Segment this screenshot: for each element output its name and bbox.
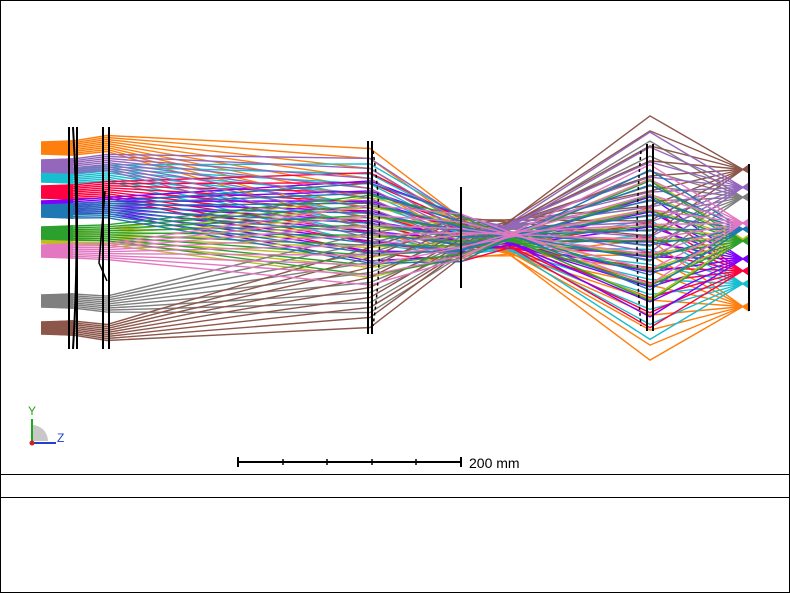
ray-bundle-wedge (41, 293, 73, 309)
x-axis-origin (29, 440, 35, 446)
ray-bundle-wedge (41, 158, 73, 174)
lens-2-profile (98, 190, 108, 282)
status-strip (1, 475, 789, 497)
scale-bar-label: 200 mm (469, 455, 520, 471)
lens-3-curve (372, 150, 381, 327)
ray-trace-canvas: Y Z 200 mm (28, 115, 750, 471)
layout-plot-area: Y Z 200 mm (1, 1, 789, 474)
ray-bundle-wedge (41, 320, 73, 336)
ray-bundles (40, 115, 750, 361)
ray-bundle-wedge (41, 203, 73, 219)
panel-divider-bottom (1, 497, 789, 498)
axis-triad: Y Z (28, 404, 64, 446)
axis-triad-backdrop (32, 425, 48, 441)
ray-bundle-wedge (41, 140, 73, 156)
ray-bundle-wedge (41, 225, 73, 241)
ray-bundle-wedge (41, 243, 73, 259)
scale-bar: 200 mm (237, 455, 520, 471)
y-axis-label: Y (28, 404, 36, 418)
ray-bundle-wedge (41, 184, 73, 200)
z-axis-label: Z (57, 431, 64, 445)
panel-divider-top (1, 474, 789, 475)
lens-4-curve (636, 150, 642, 327)
optical-elements (68, 126, 750, 350)
lens-1-profile (72, 126, 78, 350)
bottom-panel (1, 498, 789, 592)
